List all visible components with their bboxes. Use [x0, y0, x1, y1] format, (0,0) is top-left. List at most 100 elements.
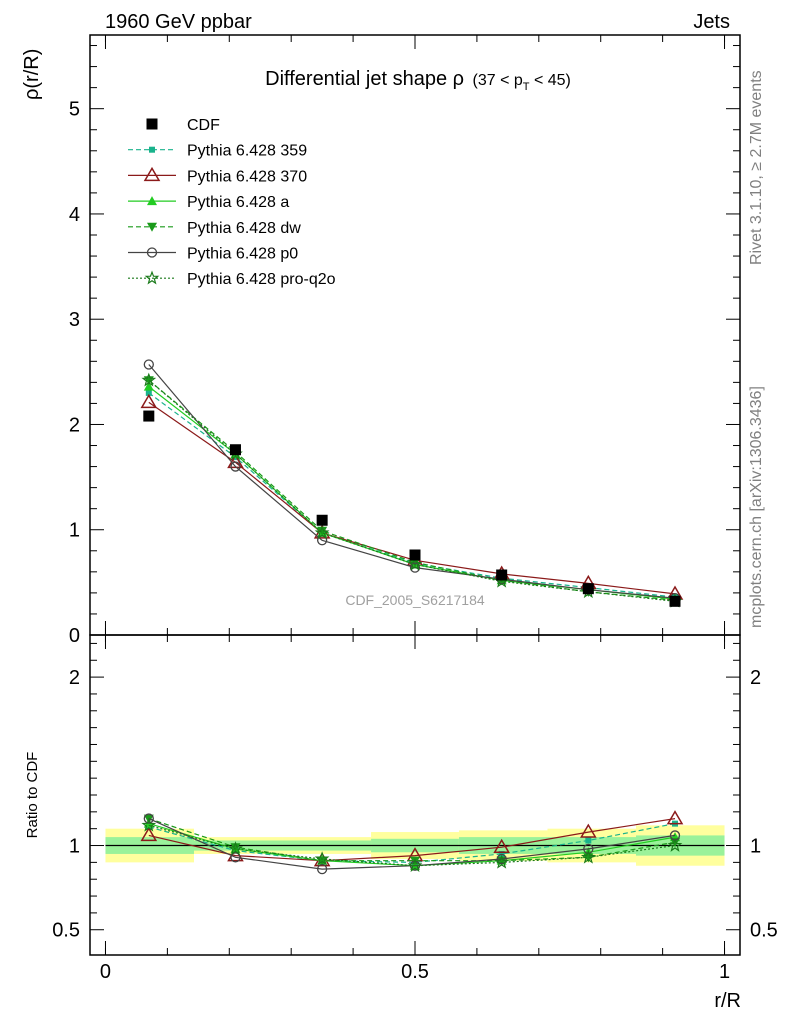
- main-ytick-label: 0: [69, 625, 80, 647]
- point-cdf-5: [582, 583, 594, 595]
- ratio-point-pythia-6-428-370-0: [140, 826, 158, 842]
- point-pythia-6-428-p0-1: [230, 461, 241, 472]
- legend-marker-pythia-6-428-359: [149, 146, 155, 153]
- legend-marker-pythia-6-428-a: [147, 196, 157, 206]
- series-cdf: [143, 410, 681, 607]
- header-left: 1960 GeV ppbar: [105, 11, 252, 33]
- legend-label-pythia-6-428-370: Pythia 6.428 370: [187, 168, 307, 185]
- point-pythia-6-428-p0-3: [409, 562, 421, 573]
- chart-title-main: Differential jet shape ρ: [265, 68, 464, 90]
- ratio-point-pythia-6-428-p0-2: [316, 863, 328, 875]
- ratio-ytick-label-right: 2: [750, 667, 761, 689]
- ratio-marks: [140, 810, 684, 875]
- point-pythia-6-428-dw-2: [317, 526, 328, 536]
- x-axis-label: r/R: [714, 990, 741, 1012]
- legend-marker-pythia-6-428-pro-q2o: [144, 270, 160, 285]
- main-ytick-label: 3: [69, 309, 80, 331]
- ratio-ytick-label: 1: [69, 836, 80, 858]
- ratio-point-pythia-6-428-pro-q2o-5: [580, 849, 596, 864]
- watermark: CDF_2005_S6217184: [345, 592, 485, 608]
- rivet-label: Rivet 3.1.10, ≥ 2.7M events: [748, 70, 765, 265]
- ratio-point-pythia-6-428-dw-6: [670, 838, 680, 848]
- ratio-xtick-label: 0: [100, 961, 111, 983]
- mcplots-label: mcplots.cern.ch [arXiv:1306.3436]: [748, 386, 765, 628]
- legend-entry-pythia-6-428-a: Pythia 6.428 a: [128, 194, 289, 211]
- point-pythia-6-428-p0-0: [143, 359, 154, 370]
- legend-marker-pythia-6-428-p0: [146, 247, 158, 258]
- point-cdf-4: [496, 569, 508, 581]
- point-cdf-3: [409, 549, 421, 561]
- point-pythia-6-428-370-1: [227, 453, 244, 469]
- ratio-ytick-label-right: 1: [750, 836, 761, 858]
- point-pythia-6-428-370-0: [140, 393, 158, 409]
- legend-label-cdf: CDF: [187, 117, 220, 134]
- ratio-point-pythia-6-428-pro-q2o-6: [667, 837, 683, 852]
- ratio-frame: [89, 634, 741, 956]
- ratio-series-pythia-6-428-pro-q2o: [141, 817, 683, 873]
- point-cdf-6: [669, 595, 681, 607]
- main-ytick-label: 4: [69, 204, 80, 226]
- point-pythia-6-428-359-0: [145, 389, 152, 396]
- ratio-xtick-label: 1: [719, 961, 730, 983]
- ratio-line-pythia-6-428-370: [148, 818, 676, 862]
- ratio-ylabel: Ratio to CDF: [24, 752, 41, 839]
- legend-label-pythia-6-428-pro-q2o: Pythia 6.428 pro-q2o: [187, 271, 336, 288]
- ratio-point-pythia-6-428-p0-4: [496, 853, 507, 865]
- legend-entry-cdf: CDF: [146, 117, 220, 134]
- main-ylabel: ρ(r/R): [21, 49, 43, 100]
- ratio-point-pythia-6-428-pro-q2o-4: [494, 854, 510, 869]
- point-cdf-1: [229, 444, 241, 456]
- chart-title-range-end: < 45): [530, 72, 571, 89]
- legend-entry-pythia-6-428-p0: Pythia 6.428 p0: [128, 246, 298, 263]
- legend: CDF Pythia 6.428 359 Pythia 6.428 370 Pythi…: [128, 117, 336, 288]
- legend-entry-pythia-6-428-pro-q2o: Pythia 6.428 pro-q2o: [128, 270, 336, 288]
- chart-title-sub: T: [523, 81, 530, 93]
- main-marks: [140, 359, 684, 608]
- ratio-line-pythia-6-428-p0: [148, 818, 676, 870]
- legend-entry-pythia-6-428-359: Pythia 6.428 359: [128, 143, 307, 160]
- ratio-ytick-label: 2: [69, 667, 80, 689]
- ratio-point-pythia-6-428-p0-5: [583, 843, 594, 855]
- ratio-point-pythia-6-428-pro-q2o-2: [314, 851, 330, 866]
- legend-label-pythia-6-428-dw: Pythia 6.428 dw: [187, 220, 301, 237]
- ratio-point-pythia-6-428-pro-q2o-0: [141, 817, 157, 832]
- main-ytick-label: 1: [69, 520, 80, 542]
- main-panel: 0 1 2 3 4 5 ρ(r/R) Differential jet shape ρ (…: [21, 34, 741, 647]
- legend-marker-pythia-6-428-dw: [147, 222, 157, 232]
- legend-marker-pythia-6-428-370: [143, 166, 161, 182]
- legend-entry-pythia-6-428-dw: Pythia 6.428 dw: [128, 220, 301, 237]
- ratio-panel: 0.5 0.5 1 1 2 2 0 0.5 1 Ratio to CDF r/R: [24, 634, 778, 1012]
- ratio-xtick-label: 0.5: [401, 961, 429, 983]
- ratio-bands: [105, 825, 725, 866]
- ratio-ticks: 0.5 0.5 1 1 2 2 0 0.5 1: [52, 635, 778, 983]
- ratio-point-pythia-6-428-p0-1: [230, 852, 241, 863]
- legend-label-pythia-6-428-a: Pythia 6.428 a: [187, 194, 289, 211]
- legend-label-pythia-6-428-359: Pythia 6.428 359: [187, 143, 307, 160]
- point-pythia-6-428-pro-q2o-2: [314, 525, 330, 540]
- header-right: Jets: [693, 11, 730, 33]
- chart-title-range: (37 < p: [473, 72, 523, 89]
- ratio-point-pythia-6-428-359-5: [585, 837, 592, 844]
- main-ticks: 0 1 2 3 4 5: [69, 35, 740, 647]
- chart-title: Differential jet shape ρ (37 < pT < 45): [265, 68, 571, 93]
- main-ytick-label: 5: [69, 99, 80, 121]
- ratio-point-pythia-6-428-370-4: [493, 838, 510, 853]
- ratio-point-pythia-6-428-dw-1: [230, 843, 241, 853]
- point-pythia-6-428-pro-q2o-0: [141, 372, 157, 387]
- point-cdf-0: [143, 410, 155, 422]
- legend-marker-cdf: [146, 118, 158, 130]
- point-pythia-6-428-pro-q2o-3: [407, 556, 423, 571]
- ratio-point-pythia-6-428-pro-q2o-3: [407, 857, 423, 873]
- ratio-point-pythia-6-428-p0-0: [143, 813, 154, 824]
- ratio-line-pythia-6-428-pro-q2o: [148, 824, 676, 867]
- legend-entry-pythia-6-428-370: Pythia 6.428 370: [128, 166, 307, 185]
- legend-label-pythia-6-428-p0: Pythia 6.428 p0: [187, 246, 298, 263]
- point-cdf-2: [316, 514, 328, 526]
- point-pythia-6-428-a-0: [143, 381, 154, 391]
- ratio-point-pythia-6-428-pro-q2o-1: [228, 841, 243, 856]
- ratio-ytick-label: 0.5: [52, 920, 80, 942]
- ratio-point-pythia-6-428-370-5: [580, 823, 597, 838]
- main-ytick-label: 2: [69, 414, 80, 436]
- ratio-point-pythia-6-428-370-6: [666, 810, 684, 825]
